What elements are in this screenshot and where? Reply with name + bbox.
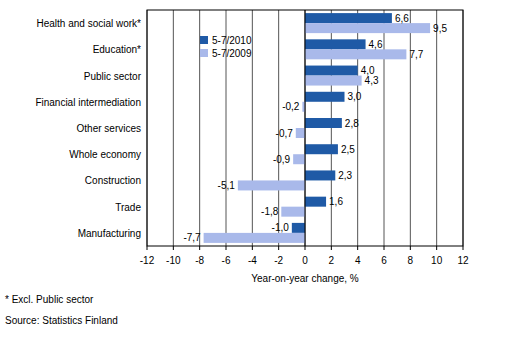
bar	[281, 207, 305, 217]
tick-label: 0	[302, 255, 308, 266]
data-label: 1,6	[329, 196, 343, 207]
tick-mark	[173, 246, 174, 250]
tick-label: -2	[274, 255, 283, 266]
bar	[305, 39, 366, 49]
data-label: 3,0	[348, 91, 362, 102]
data-label: 2,5	[341, 144, 355, 155]
legend-swatch	[200, 36, 208, 44]
data-label: 7,7	[409, 49, 423, 60]
data-label: 9,5	[433, 23, 447, 34]
tick-mark	[410, 246, 411, 250]
tick-label: 6	[381, 255, 387, 266]
legend-label: 5-7/2010	[212, 35, 252, 46]
tick-mark	[357, 246, 358, 250]
data-label: 4,3	[365, 75, 379, 86]
category-label: Trade	[115, 202, 141, 213]
bar	[305, 13, 392, 23]
data-label: 6,6	[395, 13, 409, 24]
data-label: -5,1	[218, 180, 236, 191]
tick-label: 12	[457, 255, 469, 266]
bar	[305, 92, 345, 102]
data-label: 2,3	[338, 170, 352, 181]
tick-label: 8	[408, 255, 414, 266]
data-label: -0,9	[273, 154, 291, 165]
bar	[296, 128, 305, 138]
grid-line	[173, 10, 174, 246]
tick-label: 2	[329, 255, 335, 266]
tick-mark	[305, 246, 306, 250]
tick-label: 10	[431, 255, 443, 266]
tick-label: 4	[355, 255, 361, 266]
zero-line	[305, 10, 306, 246]
category-label: Construction	[85, 175, 141, 186]
tick-label: -4	[248, 255, 257, 266]
chart: -12 -10 -8 -6 -4 -2 0 2 4 6 8 10 12 Health and social…	[0, 0, 524, 344]
bar	[305, 76, 362, 86]
bar	[305, 49, 406, 59]
annotation: * Excl. Public sector	[5, 294, 94, 305]
grid-line	[305, 10, 306, 246]
data-label: 4,6	[369, 39, 383, 50]
grid-line	[384, 10, 385, 246]
tick-mark	[147, 246, 148, 250]
data-label: 2,8	[345, 118, 359, 129]
category-label: Whole economy	[69, 149, 141, 160]
bar	[204, 233, 305, 243]
grid-line	[436, 10, 437, 246]
data-label: -1,8	[261, 206, 279, 217]
legend-swatch	[200, 49, 208, 57]
tick-mark	[463, 246, 464, 250]
data-label: -0,2	[282, 101, 300, 112]
category-label: Financial intermediation	[35, 97, 141, 108]
bar	[305, 144, 338, 154]
annotation: Source: Statistics Finland	[5, 315, 118, 326]
axis-label: Year-on-year change, %	[251, 273, 359, 284]
tick-label: -8	[195, 255, 204, 266]
plot-frame	[147, 10, 463, 246]
bar	[305, 170, 335, 180]
category-label: Public sector	[84, 71, 142, 82]
tick-label: -6	[222, 255, 231, 266]
data-label: -1,0	[272, 222, 290, 233]
bar	[238, 180, 305, 190]
bar	[293, 154, 305, 164]
legend-label: 5-7/2009	[212, 48, 252, 59]
tick-mark	[436, 246, 437, 250]
tick-mark	[199, 246, 200, 250]
data-label: -0,7	[276, 128, 294, 139]
tick-mark	[252, 246, 253, 250]
grid-line	[199, 10, 200, 246]
bar	[305, 66, 358, 76]
category-label: Education*	[93, 44, 141, 55]
tick-mark	[278, 246, 279, 250]
category-label: Other services	[77, 123, 141, 134]
bar	[305, 118, 342, 128]
tick-mark	[226, 246, 227, 250]
data-label: -7,7	[183, 232, 201, 243]
bars	[204, 13, 430, 243]
grid-line	[252, 10, 253, 246]
bar	[305, 197, 326, 207]
category-label: Health and social work*	[37, 18, 142, 29]
bar	[292, 223, 305, 233]
tick-mark	[331, 246, 332, 250]
tick-mark	[384, 246, 385, 250]
grid-line	[410, 10, 411, 246]
tick-label: -10	[166, 255, 181, 266]
category-label: Manufacturing	[78, 228, 141, 239]
bar	[305, 23, 430, 33]
tick-label: -12	[140, 255, 155, 266]
